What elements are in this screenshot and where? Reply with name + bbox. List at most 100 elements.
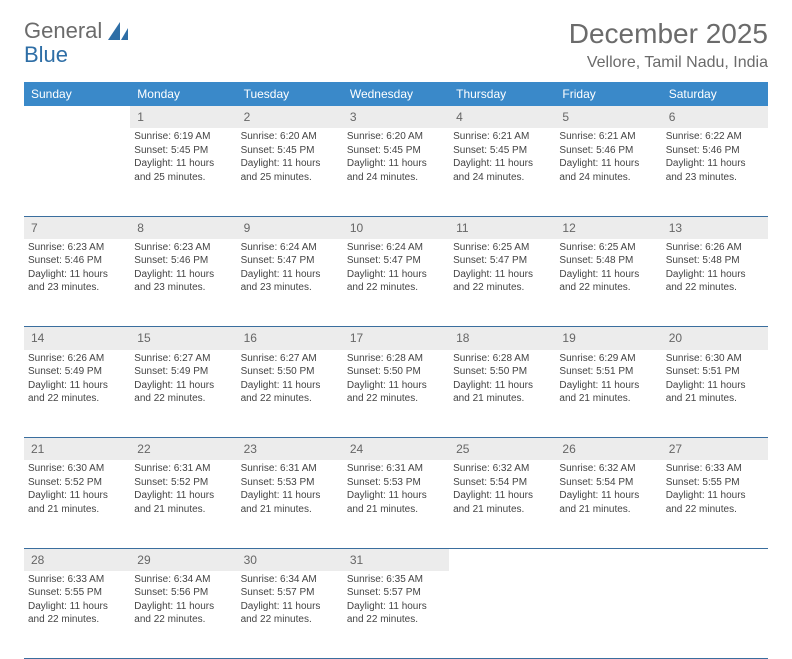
day-cell: Sunrise: 6:21 AM Sunset: 5:46 PM Dayligh… [555, 128, 661, 216]
day-number [24, 106, 130, 128]
day-cell: Sunrise: 6:27 AM Sunset: 5:49 PM Dayligh… [130, 350, 236, 438]
day-cell: Sunrise: 6:30 AM Sunset: 5:51 PM Dayligh… [662, 350, 768, 438]
day-cell: Sunrise: 6:32 AM Sunset: 5:54 PM Dayligh… [555, 460, 661, 548]
day-cell-text: Sunrise: 6:21 AM Sunset: 5:46 PM Dayligh… [559, 128, 657, 184]
day-cell-text: Sunrise: 6:35 AM Sunset: 5:57 PM Dayligh… [347, 571, 445, 627]
header: General December 2025 Vellore, Tamil Nad… [24, 18, 768, 72]
day-cell-text: Sunrise: 6:34 AM Sunset: 5:57 PM Dayligh… [241, 571, 339, 627]
day-cell: Sunrise: 6:31 AM Sunset: 5:53 PM Dayligh… [237, 460, 343, 548]
day-cell: Sunrise: 6:25 AM Sunset: 5:47 PM Dayligh… [449, 239, 555, 327]
day-number [555, 548, 661, 571]
weekday-header: Friday [555, 82, 661, 106]
day-cell-text: Sunrise: 6:26 AM Sunset: 5:48 PM Dayligh… [666, 239, 764, 295]
day-cell-text: Sunrise: 6:23 AM Sunset: 5:46 PM Dayligh… [28, 239, 126, 295]
day-cell: Sunrise: 6:34 AM Sunset: 5:56 PM Dayligh… [130, 571, 236, 659]
day-number-row: 14151617181920 [24, 327, 768, 350]
weekday-header: Saturday [662, 82, 768, 106]
day-cell-text: Sunrise: 6:30 AM Sunset: 5:52 PM Dayligh… [28, 460, 126, 516]
day-number: 3 [343, 106, 449, 128]
location: Vellore, Tamil Nadu, India [569, 54, 768, 72]
day-cell-text: Sunrise: 6:29 AM Sunset: 5:51 PM Dayligh… [559, 350, 657, 406]
day-number: 18 [449, 327, 555, 350]
day-number [449, 548, 555, 571]
day-number: 7 [24, 216, 130, 239]
day-cell: Sunrise: 6:21 AM Sunset: 5:45 PM Dayligh… [449, 128, 555, 216]
day-cell: Sunrise: 6:26 AM Sunset: 5:48 PM Dayligh… [662, 239, 768, 327]
day-cell-text: Sunrise: 6:30 AM Sunset: 5:51 PM Dayligh… [666, 350, 764, 406]
day-cell: Sunrise: 6:28 AM Sunset: 5:50 PM Dayligh… [343, 350, 449, 438]
title-block: December 2025 Vellore, Tamil Nadu, India [569, 18, 768, 72]
day-number-row: 78910111213 [24, 216, 768, 239]
day-cell-text: Sunrise: 6:20 AM Sunset: 5:45 PM Dayligh… [241, 128, 339, 184]
day-cell: Sunrise: 6:24 AM Sunset: 5:47 PM Dayligh… [343, 239, 449, 327]
day-number-row: 28293031 [24, 548, 768, 571]
day-cell-text [453, 571, 551, 573]
day-cell: Sunrise: 6:35 AM Sunset: 5:57 PM Dayligh… [343, 571, 449, 659]
day-cell-text: Sunrise: 6:23 AM Sunset: 5:46 PM Dayligh… [134, 239, 232, 295]
day-cell [662, 571, 768, 659]
day-content-row: Sunrise: 6:33 AM Sunset: 5:55 PM Dayligh… [24, 571, 768, 659]
day-cell: Sunrise: 6:23 AM Sunset: 5:46 PM Dayligh… [24, 239, 130, 327]
day-cell: Sunrise: 6:31 AM Sunset: 5:52 PM Dayligh… [130, 460, 236, 548]
day-cell: Sunrise: 6:22 AM Sunset: 5:46 PM Dayligh… [662, 128, 768, 216]
day-number: 26 [555, 438, 661, 461]
day-cell-text: Sunrise: 6:28 AM Sunset: 5:50 PM Dayligh… [453, 350, 551, 406]
day-cell-text: Sunrise: 6:31 AM Sunset: 5:52 PM Dayligh… [134, 460, 232, 516]
day-number: 19 [555, 327, 661, 350]
day-number: 1 [130, 106, 236, 128]
day-cell-text: Sunrise: 6:24 AM Sunset: 5:47 PM Dayligh… [241, 239, 339, 295]
day-cell-text: Sunrise: 6:26 AM Sunset: 5:49 PM Dayligh… [28, 350, 126, 406]
day-number-row: 21222324252627 [24, 438, 768, 461]
logo-text-2: Blue [24, 42, 68, 67]
weekday-header: Sunday [24, 82, 130, 106]
logo-line2: Blue [24, 42, 68, 68]
day-number: 27 [662, 438, 768, 461]
day-number: 4 [449, 106, 555, 128]
day-number: 2 [237, 106, 343, 128]
day-cell: Sunrise: 6:19 AM Sunset: 5:45 PM Dayligh… [130, 128, 236, 216]
day-number [662, 548, 768, 571]
logo-text-1: General [24, 18, 102, 44]
day-number: 10 [343, 216, 449, 239]
logo-sail-icon [106, 20, 132, 42]
day-number: 25 [449, 438, 555, 461]
calendar-table: SundayMondayTuesdayWednesdayThursdayFrid… [24, 82, 768, 659]
day-number: 14 [24, 327, 130, 350]
day-number: 22 [130, 438, 236, 461]
day-cell-text: Sunrise: 6:34 AM Sunset: 5:56 PM Dayligh… [134, 571, 232, 627]
logo: General [24, 18, 132, 44]
day-cell: Sunrise: 6:25 AM Sunset: 5:48 PM Dayligh… [555, 239, 661, 327]
day-content-row: Sunrise: 6:30 AM Sunset: 5:52 PM Dayligh… [24, 460, 768, 548]
day-cell-text [28, 128, 126, 130]
day-number: 15 [130, 327, 236, 350]
day-cell-text: Sunrise: 6:31 AM Sunset: 5:53 PM Dayligh… [347, 460, 445, 516]
day-cell-text [559, 571, 657, 573]
day-number: 13 [662, 216, 768, 239]
day-number: 5 [555, 106, 661, 128]
day-number: 21 [24, 438, 130, 461]
calendar-head: SundayMondayTuesdayWednesdayThursdayFrid… [24, 82, 768, 106]
day-number: 9 [237, 216, 343, 239]
day-cell: Sunrise: 6:33 AM Sunset: 5:55 PM Dayligh… [24, 571, 130, 659]
day-number: 20 [662, 327, 768, 350]
day-number: 31 [343, 548, 449, 571]
day-cell: Sunrise: 6:23 AM Sunset: 5:46 PM Dayligh… [130, 239, 236, 327]
day-cell: Sunrise: 6:30 AM Sunset: 5:52 PM Dayligh… [24, 460, 130, 548]
day-cell-text: Sunrise: 6:28 AM Sunset: 5:50 PM Dayligh… [347, 350, 445, 406]
day-cell: Sunrise: 6:32 AM Sunset: 5:54 PM Dayligh… [449, 460, 555, 548]
day-number: 16 [237, 327, 343, 350]
day-number-row: 123456 [24, 106, 768, 128]
day-cell-text: Sunrise: 6:33 AM Sunset: 5:55 PM Dayligh… [666, 460, 764, 516]
day-number: 11 [449, 216, 555, 239]
day-cell-text: Sunrise: 6:20 AM Sunset: 5:45 PM Dayligh… [347, 128, 445, 184]
weekday-header: Tuesday [237, 82, 343, 106]
day-number: 23 [237, 438, 343, 461]
day-number: 28 [24, 548, 130, 571]
day-cell-text: Sunrise: 6:31 AM Sunset: 5:53 PM Dayligh… [241, 460, 339, 516]
day-cell: Sunrise: 6:20 AM Sunset: 5:45 PM Dayligh… [237, 128, 343, 216]
day-cell-text: Sunrise: 6:27 AM Sunset: 5:49 PM Dayligh… [134, 350, 232, 406]
day-cell-text: Sunrise: 6:21 AM Sunset: 5:45 PM Dayligh… [453, 128, 551, 184]
day-cell [449, 571, 555, 659]
day-number: 29 [130, 548, 236, 571]
day-cell: Sunrise: 6:28 AM Sunset: 5:50 PM Dayligh… [449, 350, 555, 438]
